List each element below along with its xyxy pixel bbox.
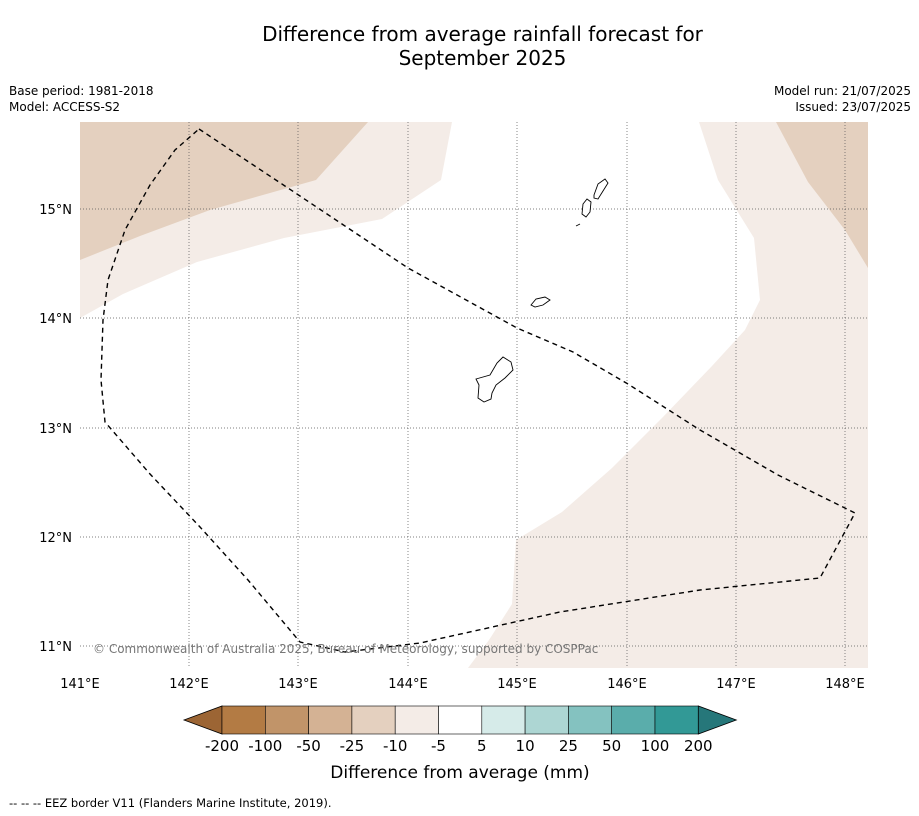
lon-tick-142e: 142°E [169,677,209,692]
gridlines [80,122,868,668]
colorbar-segment [481,705,526,735]
lat-tick-11n: 11°N [39,640,72,655]
chart-title-line1: Difference from average rainfall forecas… [262,22,703,46]
colorbar-extend-low [182,705,223,735]
copyright-text: © Commonwealth of Australia 2025, Bureau… [93,642,598,656]
info-right: Model run: 21/07/2025 Issued: 23/07/2025 [774,83,911,115]
colorbar-extend-high [697,705,738,735]
colorbar-tick-label: -200 [205,737,239,755]
lat-tick-14n: 14°N [39,312,72,327]
eez-legend-note: -- -- -- EEZ border V11 (Flanders Marine… [9,796,332,810]
issued-text: Issued: 23/07/2025 [795,100,911,114]
model-run-text: Model run: 21/07/2025 [773,84,911,98]
aguijan-islet [575,223,581,227]
lon-tick-148e: 148°E [825,677,865,692]
colorbar-tick-label: 200 [684,737,713,755]
lon-tick-146e: 146°E [607,677,647,692]
colorbar-tick-label: 100 [641,737,670,755]
colorbar-tick-label: -100 [248,737,282,755]
rain-region-medium-nw [80,122,368,260]
colorbar-tick-label: 10 [516,737,535,755]
tinian-island [581,198,592,218]
colorbar-segment [264,705,309,735]
colorbar-tick-label: -10 [383,737,408,755]
lat-tick-13n: 13°N [39,422,72,437]
lon-tick-141e: 141°E [60,677,100,692]
guam-island [475,356,514,403]
colorbar-segment [221,705,266,735]
colorbar-label: Difference from average (mm) [330,763,589,783]
eez-border [100,128,856,653]
colorbar-segment [654,705,699,735]
islands [475,178,609,403]
rain-region-light-east [468,122,868,668]
lat-tick-12n: 12°N [39,531,72,546]
colorbar-tick-label: 5 [477,737,487,755]
chart-title-line2: September 2025 [398,46,567,70]
colorbar-tick-label: -5 [431,737,446,755]
colorbar-segment [308,705,353,735]
colorbar-segment [568,705,613,735]
colorbar-tick-labels: -200 -100 -50 -25 -10 -5 5 10 25 50 100 200 [205,737,713,755]
colorbar-segment [524,705,569,735]
base-period-text: Base period: 1981-2018 [9,84,154,98]
lon-tick-143e: 143°E [278,677,318,692]
colorbar-segment [394,705,439,735]
colorbar-tick-label: -50 [296,737,321,755]
colorbar-segment [351,705,396,735]
colorbar-tick-label: 25 [559,737,578,755]
saipan-island [593,178,609,200]
rota-island [530,296,551,308]
colorbar-tick-label: -25 [340,737,365,755]
info-left: Base period: 1981-2018 Model: ACCESS-S2 [9,83,154,115]
lon-tick-144e: 144°E [388,677,428,692]
lon-tick-145e: 145°E [497,677,537,692]
lon-tick-147e: 147°E [716,677,756,692]
colorbar [182,705,738,735]
colorbar-segment [611,705,656,735]
model-text: Model: ACCESS-S2 [9,100,121,114]
colorbar-tick-label: 50 [602,737,621,755]
colorbar-segment [438,705,483,735]
lat-tick-15n: 15°N [39,203,72,218]
